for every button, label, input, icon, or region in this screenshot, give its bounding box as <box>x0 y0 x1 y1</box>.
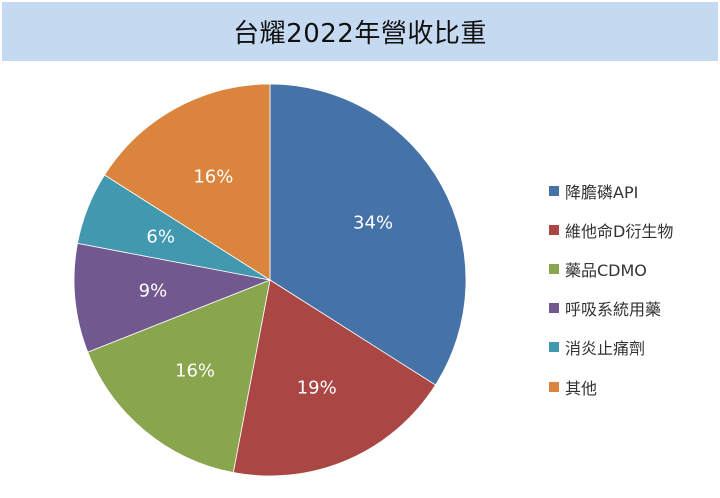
legend-item: 其他 <box>549 367 673 406</box>
pie-slice <box>232 279 437 477</box>
legend-swatch-icon <box>549 185 559 196</box>
pie-graphic <box>73 83 467 477</box>
legend-label: 呼吸系統用藥 <box>565 300 662 320</box>
title-bar: 台耀2022年營收比重 <box>2 2 718 61</box>
legend-item: 呼吸系統用藥 <box>549 289 673 328</box>
legend-label: 其他 <box>565 378 598 398</box>
slice-value-label: 19% <box>296 377 337 399</box>
slice-value-label: 9% <box>138 280 168 302</box>
legend-item: 維他命D衍生物 <box>549 210 673 249</box>
legend-swatch-icon <box>549 224 559 235</box>
legend-label: 消炎止痛劑 <box>565 339 646 359</box>
legend-item: 藥品CDMO <box>549 249 673 288</box>
slice-value-label: 34% <box>353 212 394 234</box>
pie-chart: 34% 19% 16% 9% 6% 16% <box>0 61 540 498</box>
slice-value-label: 16% <box>193 166 234 188</box>
pie-slice <box>269 83 467 386</box>
pie-slice <box>87 279 271 473</box>
chart-title: 台耀2022年營收比重 <box>233 19 487 49</box>
pie-slice <box>103 83 271 281</box>
pie-slice <box>73 242 272 353</box>
legend-item: 消炎止痛劑 <box>549 328 673 367</box>
legend-swatch-icon <box>549 381 559 392</box>
legend-label: 降膽磷API <box>565 182 639 202</box>
legend-item: 降膽磷API <box>549 171 673 210</box>
legend-label: 維他命D衍生物 <box>565 221 674 241</box>
legend-swatch-icon <box>549 263 559 274</box>
slice-value-label: 16% <box>175 360 216 382</box>
slice-value-label: 6% <box>146 226 175 248</box>
legend-label: 藥品CDMO <box>565 260 647 280</box>
legend: 降膽磷API 維他命D衍生物 藥品CDMO 呼吸系統用藥 消炎止痛劑 其他 <box>549 171 673 406</box>
legend-swatch-icon <box>549 303 559 314</box>
legend-swatch-icon <box>549 342 559 353</box>
